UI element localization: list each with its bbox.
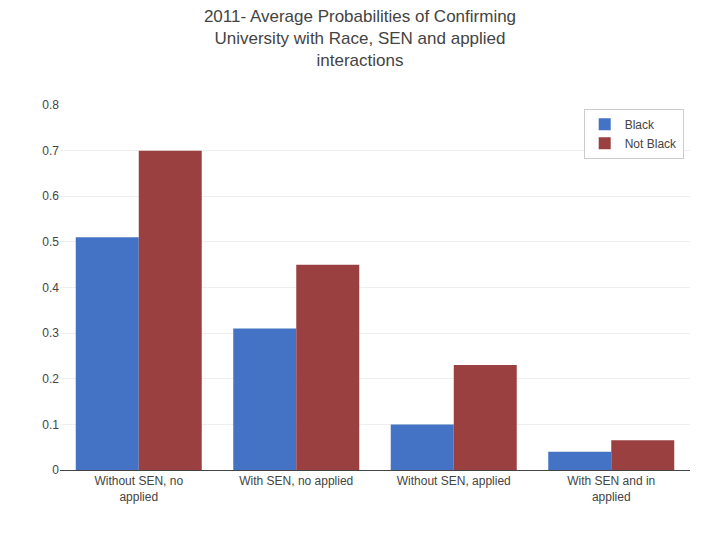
svg-text:2011- Average Probabilities of: 2011- Average Probabilities of Confirmin… [204, 7, 516, 70]
svg-text:Without SEN, applied: Without SEN, applied [397, 474, 511, 488]
svg-text:0.4: 0.4 [42, 281, 59, 295]
svg-text:With SEN, no applied: With SEN, no applied [239, 474, 353, 488]
svg-text:0.8: 0.8 [42, 98, 59, 112]
svg-text:0.3: 0.3 [42, 326, 59, 340]
svg-text:Not Black: Not Black [625, 137, 677, 151]
svg-text:0.7: 0.7 [42, 144, 59, 158]
svg-text:0.6: 0.6 [42, 189, 59, 203]
svg-text:0.5: 0.5 [42, 235, 59, 249]
svg-text:0.2: 0.2 [42, 372, 59, 386]
svg-text:Without SEN, noapplied: Without SEN, noapplied [94, 474, 183, 504]
svg-text:With SEN and inapplied: With SEN and inapplied [567, 474, 655, 504]
svg-text:0.1: 0.1 [42, 418, 59, 432]
svg-text:Black: Black [625, 118, 655, 132]
svg-text:0: 0 [52, 463, 59, 477]
